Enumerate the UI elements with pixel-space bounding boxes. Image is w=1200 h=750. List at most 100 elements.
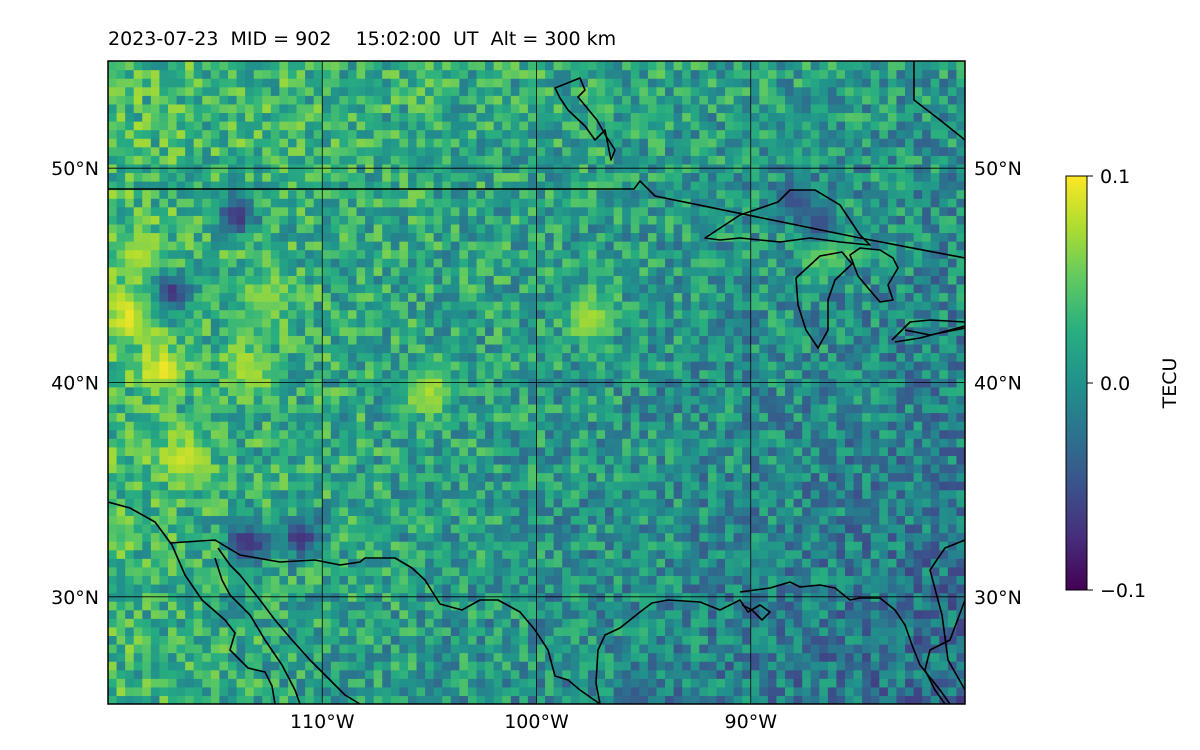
heatmap-cell [485,575,495,585]
heatmap-cell [562,506,572,516]
heatmap-cell [202,541,212,551]
heatmap-cell [562,361,572,371]
heatmap-cell [219,626,229,637]
heatmap-cell [536,369,546,379]
heatmap-cell [802,652,812,662]
heatmap-cell [725,686,735,697]
heatmap-cell [630,463,640,474]
heatmap-cell [313,575,323,585]
heatmap-cell [862,343,872,354]
heatmap-cell [716,386,726,396]
heatmap-cell [450,609,460,619]
heatmap-cell [819,652,829,662]
heatmap-cell [330,566,340,576]
heatmap-cell [167,472,178,482]
heatmap-cell [442,292,452,302]
heatmap-cell [296,661,306,671]
heatmap-cell [707,421,718,431]
heatmap-cell [253,429,263,439]
heatmap-cell [305,421,315,431]
heatmap-cell [108,369,118,379]
heatmap-cell [485,498,495,508]
heatmap-cell [896,352,906,362]
heatmap-cell [202,421,212,431]
heatmap-cell [245,498,255,508]
heatmap-cell [510,541,520,551]
heatmap-cell [879,541,889,551]
heatmap-cell [913,395,923,405]
heatmap-cell [622,455,632,465]
heatmap-cell [913,549,923,559]
heatmap-cell [433,523,443,534]
heatmap-cell [767,343,778,354]
heatmap-cell [630,318,640,328]
heatmap-cell [862,429,872,439]
heatmap-cell [399,669,409,679]
heatmap-cell [690,343,700,354]
heatmap-cell [142,669,152,679]
heatmap-cell [116,472,126,482]
heatmap-cell [562,695,572,704]
heatmap-cell [553,618,563,628]
heatmap-cell [836,369,846,379]
heatmap-cell [913,601,923,611]
heatmap-cell [116,498,126,508]
heatmap-cell [108,523,118,534]
heatmap-cell [759,283,769,294]
heatmap-cell [382,481,392,491]
heatmap-cell [399,343,409,354]
heatmap-cell [219,532,229,542]
heatmap-cell [527,626,538,637]
heatmap-cell [776,661,786,671]
heatmap-cell [270,575,280,585]
heatmap-cell [287,626,298,637]
heatmap-cell [502,609,512,619]
heatmap-cell [879,292,889,302]
heatmap-cell [227,472,238,482]
heatmap-cell [553,686,563,697]
heatmap-cell [665,678,675,688]
heatmap-cell [185,558,195,568]
heatmap-cell [202,429,212,439]
heatmap-cell [630,386,640,396]
heatmap-cell [853,412,863,422]
heatmap-cell [896,369,906,379]
heatmap-cell [742,421,752,431]
heatmap-cell [185,369,195,379]
heatmap-cell [587,463,598,474]
heatmap-cell [587,455,598,465]
heatmap-cell [922,395,932,405]
heatmap-cell [802,292,812,302]
heatmap-cell [656,429,666,439]
heatmap-cell [570,446,580,456]
heatmap-cell [270,283,280,294]
heatmap-cell [407,403,418,414]
heatmap-cell [185,361,195,371]
heatmap-cell [305,361,315,371]
heatmap-cell [322,498,332,508]
heatmap-cell [322,643,332,654]
heatmap-cell [785,412,795,422]
heatmap-cell [887,463,898,474]
heatmap-cell [553,318,563,328]
heatmap-cell [159,292,169,302]
heatmap-cell [390,438,400,448]
heatmap-cell [159,532,169,542]
heatmap-cell [887,609,898,619]
heatmap-cell [596,412,606,422]
heatmap-cell [219,343,229,354]
heatmap-cell [545,523,555,534]
heatmap-cell [108,361,118,371]
heatmap-cell [587,566,598,576]
heatmap-cell [622,369,632,379]
heatmap-cell [150,635,161,645]
heatmap-cell [845,523,855,534]
heatmap-cell [793,343,803,354]
heatmap-cell [759,643,769,654]
heatmap-cell [870,626,880,637]
heatmap-cell [193,626,203,637]
heatmap-cell [956,292,965,302]
heatmap-cell [810,352,820,362]
heatmap-cell [390,352,400,362]
heatmap-cell [656,506,666,516]
